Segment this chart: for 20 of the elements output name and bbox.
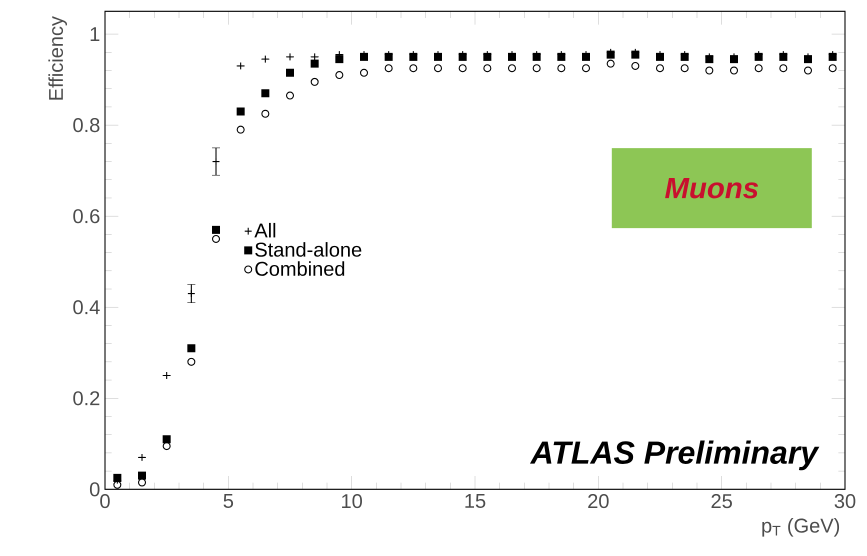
- y-tick-label: 0.2: [73, 391, 100, 406]
- legend-label: Combined: [255, 261, 344, 276]
- annotation: Muons: [665, 178, 758, 198]
- x-tick-label: 25: [712, 494, 732, 508]
- x-tick-label: 20: [588, 494, 609, 508]
- x-tick-label: 10: [342, 494, 362, 508]
- annotation: ATLAS Preliminary: [530, 440, 820, 470]
- y-tick-label: 0.6: [73, 209, 100, 224]
- legend-label: All: [254, 222, 276, 238]
- y-tick-label: 1: [90, 27, 100, 41]
- y-axis-title: Efficiency: [48, 16, 67, 100]
- x-tick-label: 15: [465, 494, 486, 508]
- y-tick-label: 0.4: [73, 300, 100, 314]
- x-axis-title: p$_{T}$ (GeV): [762, 518, 840, 537]
- x-tick-label: 0: [100, 494, 110, 508]
- y-tick-label: 0: [90, 482, 100, 496]
- x-tick-label: 5: [224, 494, 234, 508]
- y-tick-label: 0.8: [73, 118, 100, 132]
- legend-label: Stand-alone: [255, 242, 362, 257]
- x-tick-label: 30: [834, 494, 856, 508]
